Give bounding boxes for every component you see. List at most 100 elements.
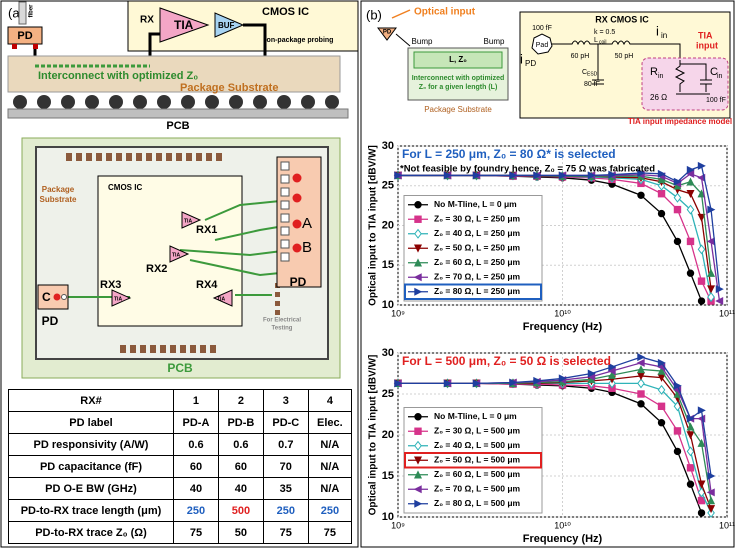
cesd-value: 80 fF <box>584 81 600 88</box>
pd-label: PD <box>383 30 392 36</box>
x-tick-label: 10¹⁰ <box>554 308 571 318</box>
x-tick-label: 10⁹ <box>391 520 405 530</box>
substrate-label: Package Substrate <box>424 105 492 114</box>
x-tick-label: 10¹¹ <box>719 520 735 530</box>
x-tick-label: 10¹¹ <box>719 308 735 318</box>
table-cell: PD label <box>9 412 174 434</box>
data-point <box>698 278 704 284</box>
tia-label: TIA <box>184 218 192 224</box>
chart-title: For L = 250 μm, Z₀ = 80 Ω* is selected <box>402 147 616 161</box>
data-point <box>687 481 693 487</box>
table-cell: 60 <box>218 456 263 478</box>
table-cell: PD-B <box>218 412 263 434</box>
lcoil-label: L <box>594 37 598 44</box>
data-point <box>687 238 693 244</box>
x-tick-label: 10¹⁰ <box>554 520 571 530</box>
table-cell: 4 <box>308 390 351 412</box>
y-tick-label: 25 <box>382 388 394 400</box>
table-cell: PD O-E BW (GHz) <box>9 478 174 500</box>
wire <box>396 34 410 46</box>
panel-label: (b) <box>366 7 382 22</box>
bump-label: Bump <box>412 37 433 46</box>
table-cell: 1 <box>174 390 219 412</box>
optical-arrow <box>392 10 410 18</box>
data-point <box>658 191 664 197</box>
cin-value: 100 fF <box>706 97 726 104</box>
bump-label: Bump <box>484 37 505 46</box>
table-cell: PD capacitance (fF) <box>9 456 174 478</box>
model-label: TIA input impedance model <box>628 117 732 126</box>
rin-label: R <box>650 66 658 78</box>
cmos-ic-label: CMOS IC <box>108 183 142 192</box>
y-tick-label: 30 <box>382 140 394 152</box>
tia-input-label: TIA <box>698 30 713 40</box>
optical-input-label: Optical input <box>414 7 476 18</box>
data-point <box>638 192 644 198</box>
package-label: Substrate <box>40 195 77 204</box>
table-cell: 60 <box>174 456 219 478</box>
table-cell: PD-A <box>174 412 219 434</box>
testing-label: For Electrical <box>263 318 301 324</box>
chart-subtitle: *Not feasible by foundry hence, Z₀ = 75 … <box>400 164 655 175</box>
legend-swatch <box>415 202 421 208</box>
package-label: Package <box>42 185 75 194</box>
pcb-label: PCB <box>166 120 189 132</box>
tia-label: TIA <box>114 296 122 302</box>
line-label: L, Z₀ <box>449 55 467 64</box>
pd-label: PD <box>17 30 32 42</box>
table-cell: PD-to-RX trace Z₀ (Ω) <box>9 522 174 544</box>
data-point <box>674 238 680 244</box>
interconnect-label: Interconnect with optimized Z₀ <box>38 70 198 82</box>
tia-label: TIA <box>217 296 225 302</box>
buf-label: BUF <box>218 21 235 30</box>
y-tick-label: 20 <box>382 429 394 441</box>
cin-sub: in <box>717 73 723 80</box>
table-cell: 0.7 <box>263 434 308 456</box>
pd-b-label: B <box>302 239 312 256</box>
table-cell: 250 <box>308 500 351 522</box>
pd-c-label: C <box>42 290 51 304</box>
data-point <box>658 420 664 426</box>
figure: (a) fiber PD RX TIA BUF CMOS IC on-packa… <box>0 0 735 548</box>
data-point <box>658 210 664 216</box>
chart-title: For L = 500 μm, Z₀ = 50 Ω is selected <box>402 354 611 368</box>
bump <box>12 44 17 49</box>
tia-label: TIA <box>174 18 194 32</box>
cmos-ic-label: CMOS IC <box>262 6 309 18</box>
y-axis-label: Optical input to TIA input [dBV/W] <box>368 145 379 306</box>
lcoil-sub: coil <box>599 39 607 45</box>
legend-label: Z₀ = 50 Ω, L = 250 μm <box>434 243 521 253</box>
table-cell: 0.6 <box>218 434 263 456</box>
data-point <box>687 465 693 471</box>
y-tick-label: 15 <box>382 470 394 482</box>
table-row: PD O-E BW (GHz)404035N/A <box>9 478 352 500</box>
legend-label: Z₀ = 50 Ω, L = 500 μm <box>434 455 521 465</box>
table-row: PD capacitance (fF)606070N/A <box>9 456 352 478</box>
pad-label: Pad <box>536 42 549 49</box>
spec-table: RX#1234PD labelPD-APD-BPD-CElec.PD respo… <box>8 389 352 544</box>
ipd-sub: PD <box>525 59 536 68</box>
table-row: PD labelPD-APD-BPD-CElec. <box>9 412 352 434</box>
table-row: PD-to-RX trace length (μm)250500250250 <box>9 500 352 522</box>
solder-balls <box>13 95 339 109</box>
table-cell: 250 <box>174 500 219 522</box>
table-cell: 35 <box>263 478 308 500</box>
iin-sub: in <box>661 31 667 40</box>
testing-label: Testing <box>272 326 293 332</box>
pd-label: PD <box>42 314 59 328</box>
legend-label: Z₀ = 30 Ω, L = 500 μm <box>434 426 521 436</box>
bump <box>33 44 38 49</box>
table-row: RX#1234 <box>9 390 352 412</box>
x-axis-label: Frequency (Hz) <box>523 321 603 333</box>
pd-label: PD <box>290 275 307 289</box>
data-point <box>698 298 704 304</box>
table-cell: 0.6 <box>174 434 219 456</box>
data-point <box>698 510 704 516</box>
legend-label: No M-Tline, L = 0 μm <box>434 199 517 209</box>
legend-label: Z₀ = 40 Ω, L = 250 μm <box>434 228 521 238</box>
y-axis-label: Optical input to TIA input [dBV/W] <box>368 355 379 516</box>
rx-label: RX2 <box>146 263 167 275</box>
y-tick-label: 30 <box>382 347 394 359</box>
l2-label: 50 pH <box>615 53 634 60</box>
data-point <box>674 448 680 454</box>
